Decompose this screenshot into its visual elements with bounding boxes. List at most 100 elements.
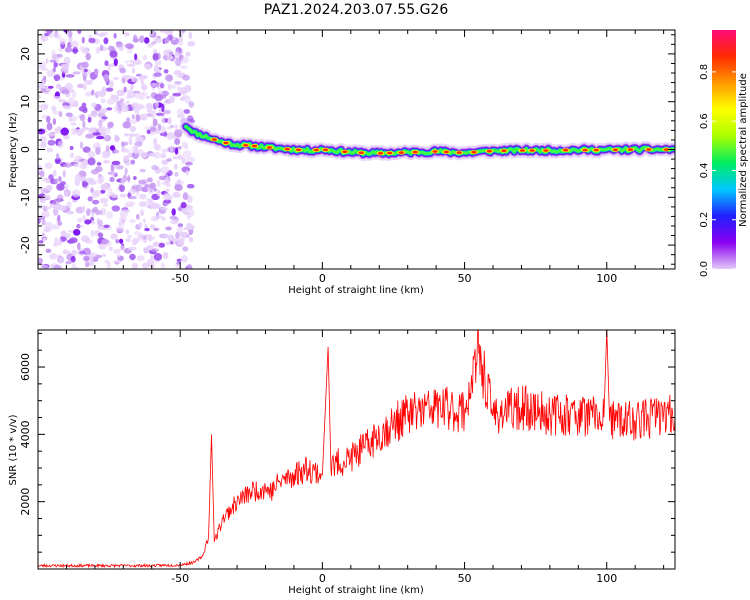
- noise-blob: [93, 68, 99, 76]
- noise-blob: [59, 236, 67, 242]
- noise-blob: [161, 216, 166, 221]
- noise-blob: [168, 51, 174, 56]
- noise-blob: [65, 112, 73, 117]
- noise-blob: [66, 201, 72, 209]
- noise-blob: [67, 239, 75, 244]
- noise-blob: [118, 216, 128, 223]
- snr-x-axis-label: Height of straight line (km): [288, 585, 424, 596]
- noise-blob: [128, 195, 137, 200]
- noise-blob: [46, 69, 55, 78]
- noise-blob: [144, 227, 150, 232]
- noise-blob: [139, 75, 148, 80]
- noise-blob: [87, 180, 97, 185]
- noise-blob: [58, 111, 63, 118]
- noise-blob: [70, 40, 79, 48]
- ridge-hotspot: [501, 149, 507, 152]
- noise-blob: [69, 145, 74, 151]
- noise-blob: [85, 177, 93, 181]
- noise-blob: [88, 261, 95, 267]
- noise-blob: [49, 203, 56, 208]
- noise-blob: [85, 52, 91, 61]
- noise-blob: [109, 171, 118, 177]
- noise-blob: [107, 187, 113, 193]
- colorbar-gradient: [712, 30, 736, 269]
- noise-blob: [121, 77, 126, 84]
- noise-blob: [78, 105, 88, 112]
- ridge-hotspot: [646, 148, 652, 151]
- noise-blob: [73, 163, 80, 168]
- noise-blob: [95, 209, 103, 216]
- noise-blob: [182, 246, 189, 252]
- noise-blob: [56, 183, 65, 191]
- noise-blob: [124, 43, 134, 49]
- noise-blob: [45, 248, 52, 253]
- noise-blob: [38, 94, 42, 99]
- noise-blob: [170, 84, 177, 89]
- noise-blob: [53, 242, 59, 247]
- noise-blob: [137, 233, 144, 241]
- noise-blob: [113, 149, 120, 154]
- ridge-hotspot: [223, 141, 229, 145]
- noise-blob: [142, 54, 148, 61]
- noise-blob: [163, 192, 171, 201]
- x-tick-label: 0: [319, 572, 326, 585]
- noise-blob: [81, 205, 86, 213]
- noise-blob: [155, 112, 165, 117]
- noise-blob: [87, 116, 92, 123]
- noise-blob: [139, 35, 145, 43]
- noise-blob: [52, 169, 57, 177]
- noise-blob: [120, 101, 127, 109]
- noise-blob: [172, 156, 178, 160]
- noise-blob: [143, 37, 150, 44]
- noise-blob: [143, 235, 147, 240]
- noise-blob: [157, 123, 162, 131]
- noise-blob: [77, 242, 81, 251]
- noise-blob: [84, 238, 93, 245]
- noise-blob: [90, 229, 95, 238]
- noise-blob: [105, 87, 114, 92]
- noise-blob: [145, 102, 153, 107]
- noise-blob: [91, 102, 97, 108]
- noise-blob: [65, 74, 75, 78]
- noise-blob: [125, 238, 131, 242]
- noise-blob: [174, 51, 181, 57]
- noise-blob: [57, 53, 63, 58]
- noise-blob: [97, 126, 105, 133]
- noise-blob: [149, 202, 159, 209]
- noise-blob: [45, 184, 53, 191]
- noise-blob: [164, 37, 170, 44]
- noise-blob: [164, 30, 174, 35]
- noise-blob: [181, 95, 190, 99]
- noise-blob: [154, 59, 162, 66]
- noise-blob: [106, 211, 114, 220]
- ridge-hotspot: [323, 148, 329, 152]
- noise-blob: [73, 229, 81, 236]
- noise-blob: [158, 242, 166, 248]
- noise-blob: [146, 244, 154, 251]
- noise-blobs: [38, 30, 196, 269]
- noise-blob: [145, 95, 151, 99]
- noise-blob: [82, 120, 86, 128]
- noise-blob: [174, 183, 183, 191]
- x-tick-label: 0: [319, 272, 326, 285]
- noise-blob: [81, 48, 89, 54]
- noise-blob: [156, 189, 161, 197]
- noise-blob: [110, 233, 118, 240]
- snr-ticks: -50 0 50 100 2000 4000 6000: [19, 330, 675, 585]
- noise-blob: [128, 135, 133, 144]
- noise-blob: [171, 208, 176, 216]
- noise-blob: [128, 188, 136, 195]
- noise-blob: [70, 152, 75, 159]
- noise-blob: [174, 129, 183, 138]
- noise-blob: [103, 37, 109, 45]
- noise-blob: [38, 240, 44, 244]
- noise-blob: [153, 137, 158, 146]
- noise-blob: [124, 60, 130, 64]
- noise-blob: [119, 98, 125, 102]
- noise-blob: [54, 178, 59, 185]
- noise-blob: [106, 107, 113, 111]
- noise-blob: [128, 202, 133, 208]
- ridge-hotspot: [252, 144, 258, 148]
- noise-blob: [44, 162, 53, 170]
- noise-blob: [122, 121, 131, 129]
